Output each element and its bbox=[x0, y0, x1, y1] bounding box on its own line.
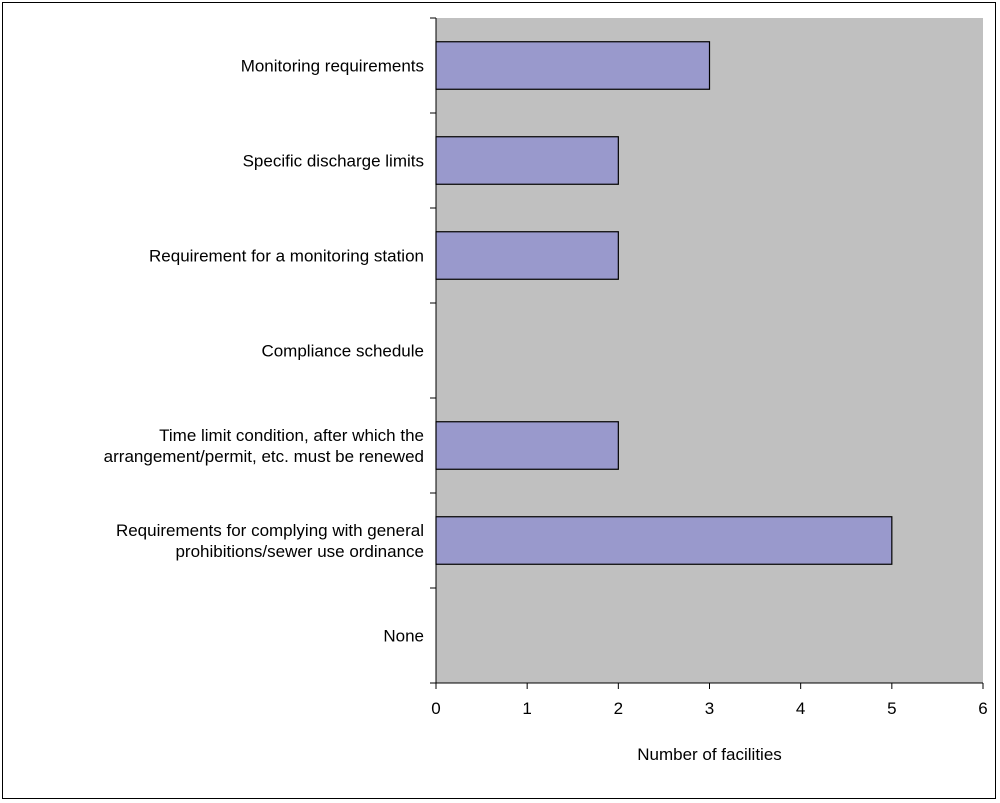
x-axis-title: Number of facilities bbox=[637, 745, 782, 764]
bars-group bbox=[435, 41, 893, 565]
x-tick-label: 0 bbox=[431, 699, 440, 718]
category-label: None bbox=[383, 627, 424, 646]
bar-0 bbox=[435, 41, 711, 90]
category-label: prohibitions/sewer use ordinance bbox=[175, 542, 424, 561]
category-label: Monitoring requirements bbox=[241, 57, 424, 76]
category-label: Time limit condition, after which the bbox=[159, 426, 424, 445]
x-tick-label: 5 bbox=[887, 699, 896, 718]
x-tick-label: 4 bbox=[796, 699, 805, 718]
bar-5 bbox=[435, 516, 893, 565]
x-tick-label: 2 bbox=[614, 699, 623, 718]
x-tick-label: 1 bbox=[522, 699, 531, 718]
category-labels: Monitoring requirements Specific discharg… bbox=[104, 57, 424, 646]
plot-area bbox=[436, 18, 983, 683]
category-label: Requirements for complying with general bbox=[116, 521, 424, 540]
bar-1 bbox=[435, 136, 619, 185]
bar-2 bbox=[435, 231, 619, 280]
category-label: Compliance schedule bbox=[261, 342, 424, 361]
x-tick-label: 3 bbox=[705, 699, 714, 718]
bar-4 bbox=[435, 421, 619, 470]
x-tick-label: 6 bbox=[978, 699, 987, 718]
category-label: arrangement/permit, etc. must be renewed bbox=[104, 447, 424, 466]
x-tick-labels: 0 1 2 3 4 5 6 bbox=[431, 699, 987, 718]
axes-group bbox=[430, 17, 984, 689]
category-label: Specific discharge limits bbox=[243, 152, 424, 171]
category-label: Requirement for a monitoring station bbox=[149, 247, 424, 266]
